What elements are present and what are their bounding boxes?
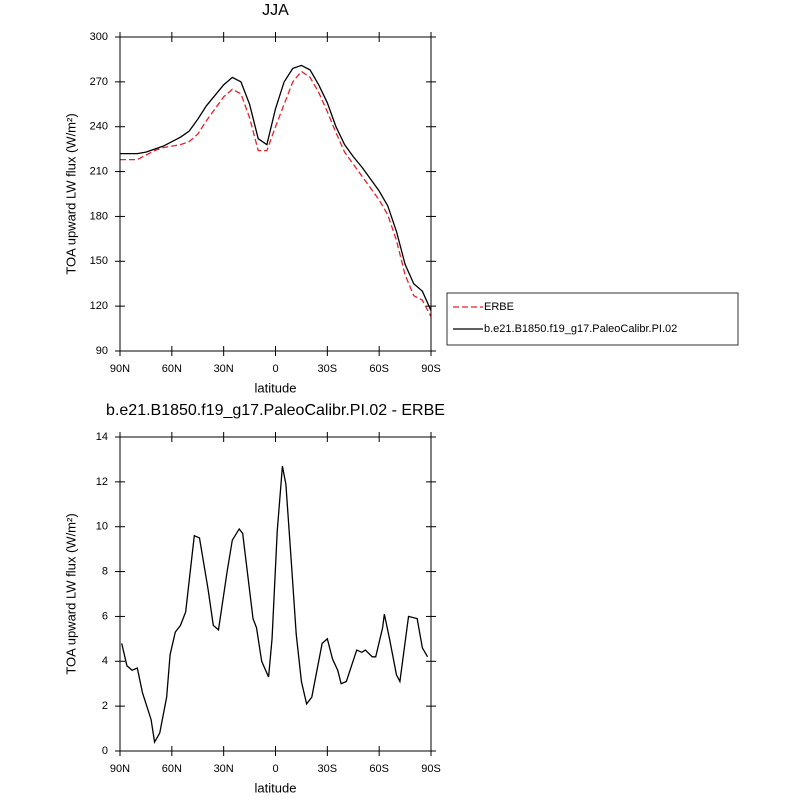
x-tick-label: 60N xyxy=(162,363,182,375)
y-axis-label: TOA upward LW flux (W/m²) xyxy=(63,113,78,274)
x-tick-label: 60S xyxy=(369,763,389,775)
y-tick-label: 10 xyxy=(96,521,108,533)
y-tick-label: 12 xyxy=(96,476,108,488)
x-tick-label: 60N xyxy=(162,763,182,775)
chart-title: b.e21.B1850.f19_g17.PaleoCalibr.PI.02 - … xyxy=(106,402,445,419)
y-tick-label: 150 xyxy=(90,255,108,267)
y-tick-label: 180 xyxy=(90,210,108,222)
y-tick-label: 8 xyxy=(102,565,108,577)
data-line xyxy=(120,64,432,311)
x-tick-label: 30N xyxy=(214,763,234,775)
y-tick-label: 0 xyxy=(102,745,108,757)
data-line xyxy=(121,466,429,744)
x-tick-label: 30N xyxy=(214,363,234,375)
y-tick-label: 14 xyxy=(96,431,108,443)
data-line xyxy=(120,70,432,317)
x-axis-label: latitude xyxy=(255,380,297,395)
y-tick-label: 4 xyxy=(102,655,108,667)
x-tick-label: 90N xyxy=(110,363,130,375)
y-tick-label: 240 xyxy=(90,121,108,133)
y-tick-label: 6 xyxy=(102,610,108,622)
x-tick-label: 90S xyxy=(421,763,441,775)
y-tick-label: 270 xyxy=(90,76,108,88)
y-tick-label: 90 xyxy=(96,345,108,357)
legend-label: b.e21.B1850.f19_g17.PaleoCalibr.PI.02 xyxy=(484,323,677,335)
x-tick-label: 90S xyxy=(421,363,441,375)
legend-box xyxy=(446,292,739,346)
plot-frame xyxy=(119,436,432,752)
y-tick-label: 210 xyxy=(90,165,108,177)
x-tick-label: 0 xyxy=(272,363,278,375)
x-axis-label: latitude xyxy=(255,780,297,795)
x-tick-label: 30S xyxy=(318,763,338,775)
plot-frame xyxy=(119,36,432,352)
x-tick-label: 0 xyxy=(272,763,278,775)
x-tick-label: 30S xyxy=(318,363,338,375)
y-tick-label: 300 xyxy=(90,31,108,43)
y-tick-label: 120 xyxy=(90,300,108,312)
y-axis-label: TOA upward LW flux (W/m²) xyxy=(63,513,78,674)
y-tick-label: 2 xyxy=(102,700,108,712)
legend-label: ERBE xyxy=(484,301,514,313)
x-tick-label: 60S xyxy=(369,363,389,375)
x-tick-label: 90N xyxy=(110,763,130,775)
chart-title: JJA xyxy=(262,2,289,19)
